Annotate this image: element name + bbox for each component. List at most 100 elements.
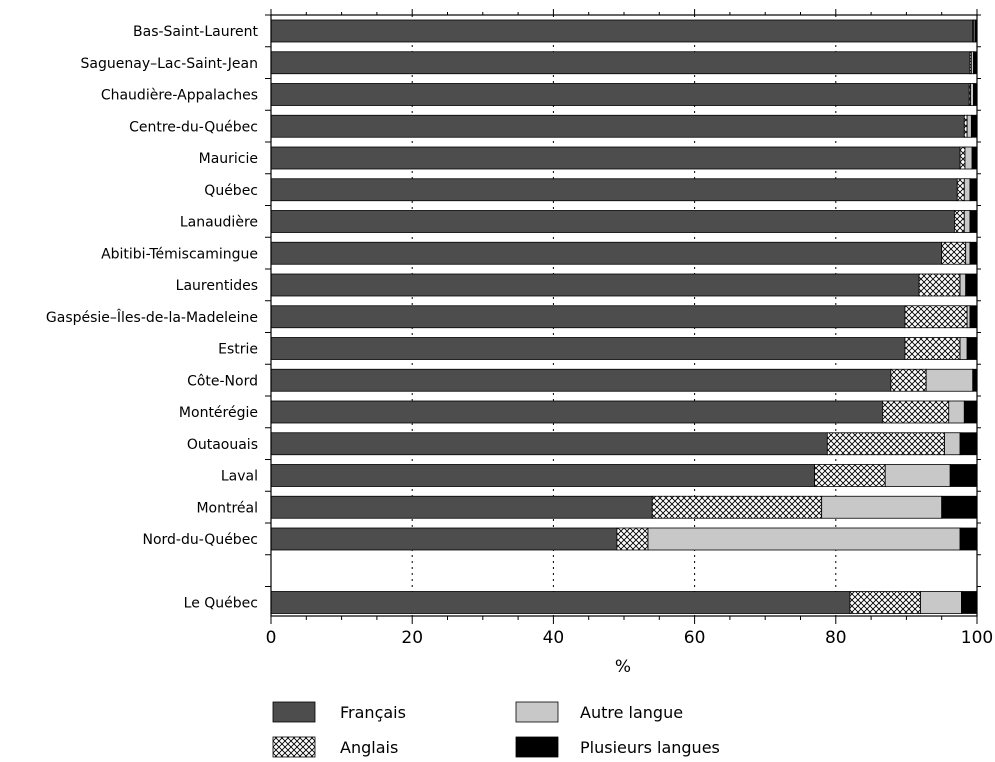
bar-segment [881, 400, 950, 424]
bar-segment [821, 495, 943, 519]
category-label: Le Québec [184, 596, 258, 612]
bar-segment [959, 337, 968, 360]
bar-segment [651, 495, 823, 519]
bar-segment [270, 19, 974, 43]
bar-segment [270, 273, 920, 297]
bar-segment [964, 146, 973, 170]
category-label: Laurentides [176, 278, 258, 294]
axes-group [265, 9, 981, 624]
bar-segment [904, 337, 961, 360]
bar-segment [270, 400, 883, 424]
bar-segment [941, 241, 967, 265]
bar-segment [969, 241, 978, 265]
category-label: Saguenay–Lac-Saint-Jean [81, 56, 258, 72]
bar-segment [961, 591, 978, 614]
bar-segment [270, 591, 851, 614]
x-tick-label: 80 [825, 628, 847, 648]
x-tick-label: 60 [684, 628, 706, 648]
category-label: Laval [221, 469, 258, 485]
category-label: Gaspésie–Îles-de-la-Madeleine [46, 308, 258, 326]
bar-segment [970, 114, 978, 138]
bar-segment [270, 114, 965, 138]
bar-segment [270, 241, 943, 265]
bar-segment [970, 83, 974, 106]
bar-segment [948, 400, 965, 424]
bar-segment [969, 178, 978, 202]
category-label: Abitibi-Témiscamingue [101, 246, 258, 262]
x-tick-label: 40 [543, 628, 565, 648]
legend: Français Anglais Autre langue Plusieurs lan… [272, 701, 720, 758]
bar-segment [270, 337, 906, 360]
bar-segment [959, 146, 966, 170]
bar-segment [270, 495, 653, 519]
legend-swatch [515, 701, 559, 723]
bar-segment [959, 273, 967, 297]
bar-segment [270, 83, 970, 106]
category-label: Côte-Nord [187, 373, 258, 389]
category-label: Chaudière-Appalaches [101, 88, 258, 104]
bar-segment [965, 241, 971, 265]
bar-segment [966, 114, 972, 138]
bar-segment [884, 464, 951, 487]
bar-segment [941, 495, 978, 519]
bars-group [270, 19, 978, 614]
x-tick-label: 0 [266, 628, 277, 648]
category-label: Bas-Saint-Laurent [133, 24, 258, 40]
bar-segment [925, 368, 974, 392]
bar-segment [969, 210, 978, 233]
category-label: Estrie [218, 342, 258, 358]
bar-segment [270, 210, 955, 233]
category-label: Montréal [196, 500, 258, 516]
bar-segment [971, 146, 978, 170]
bar-segment [849, 591, 921, 614]
bar-segment [959, 527, 978, 551]
category-label: Montérégie [179, 405, 258, 421]
category-label: Québec [204, 183, 258, 199]
bar-segment [963, 178, 971, 202]
x-tick-label: 100 [961, 628, 993, 648]
bar-segment [969, 305, 978, 329]
bar-segment [270, 527, 618, 551]
bar-segment [963, 114, 968, 138]
bar-segment [963, 210, 971, 233]
bar-segment [616, 527, 649, 551]
legend-label: Anglais [340, 738, 398, 757]
category-label: Centre-du-Québec [129, 119, 258, 135]
bar-segment [966, 305, 971, 329]
category-label: Nord-du-Québec [142, 532, 258, 548]
bar-segment [270, 432, 828, 456]
x-axis-label: % [615, 657, 631, 677]
bar-segment [954, 210, 965, 233]
legend-swatch [515, 736, 559, 758]
bar-segment [959, 432, 978, 456]
bar-segment [270, 51, 971, 75]
x-tick-label: 20 [401, 628, 423, 648]
bar-segment [965, 273, 978, 297]
bar-segment [814, 464, 886, 487]
bar-segment [647, 527, 961, 551]
category-label: Mauricie [199, 151, 258, 167]
category-labels: Bas-Saint-Laurent Saguenay–Lac-Saint-Jean… [46, 24, 259, 612]
bar-segment [890, 368, 927, 392]
bar-segment [270, 368, 892, 392]
bar-segment [270, 178, 958, 202]
bar-segment [944, 432, 961, 456]
legend-label: Plusieurs langues [580, 738, 720, 757]
category-label: Outaouais [187, 437, 258, 453]
bar-segment [826, 432, 945, 456]
category-label: Lanaudière [180, 215, 258, 231]
bar-segment [270, 464, 816, 487]
bar-segment [956, 178, 965, 202]
legend-swatch [272, 701, 316, 723]
legend-label: Français [340, 703, 406, 722]
bar-segment [963, 400, 978, 424]
bar-segment [270, 305, 906, 329]
x-tick-labels: 0 20 40 60 80 100 [266, 628, 994, 648]
bar-segment [904, 305, 968, 329]
bar-segment [949, 464, 978, 487]
legend-label: Autre langue [580, 703, 683, 722]
bar-segment [966, 337, 978, 360]
bar-segment [920, 591, 962, 614]
bar-segment [918, 273, 961, 297]
